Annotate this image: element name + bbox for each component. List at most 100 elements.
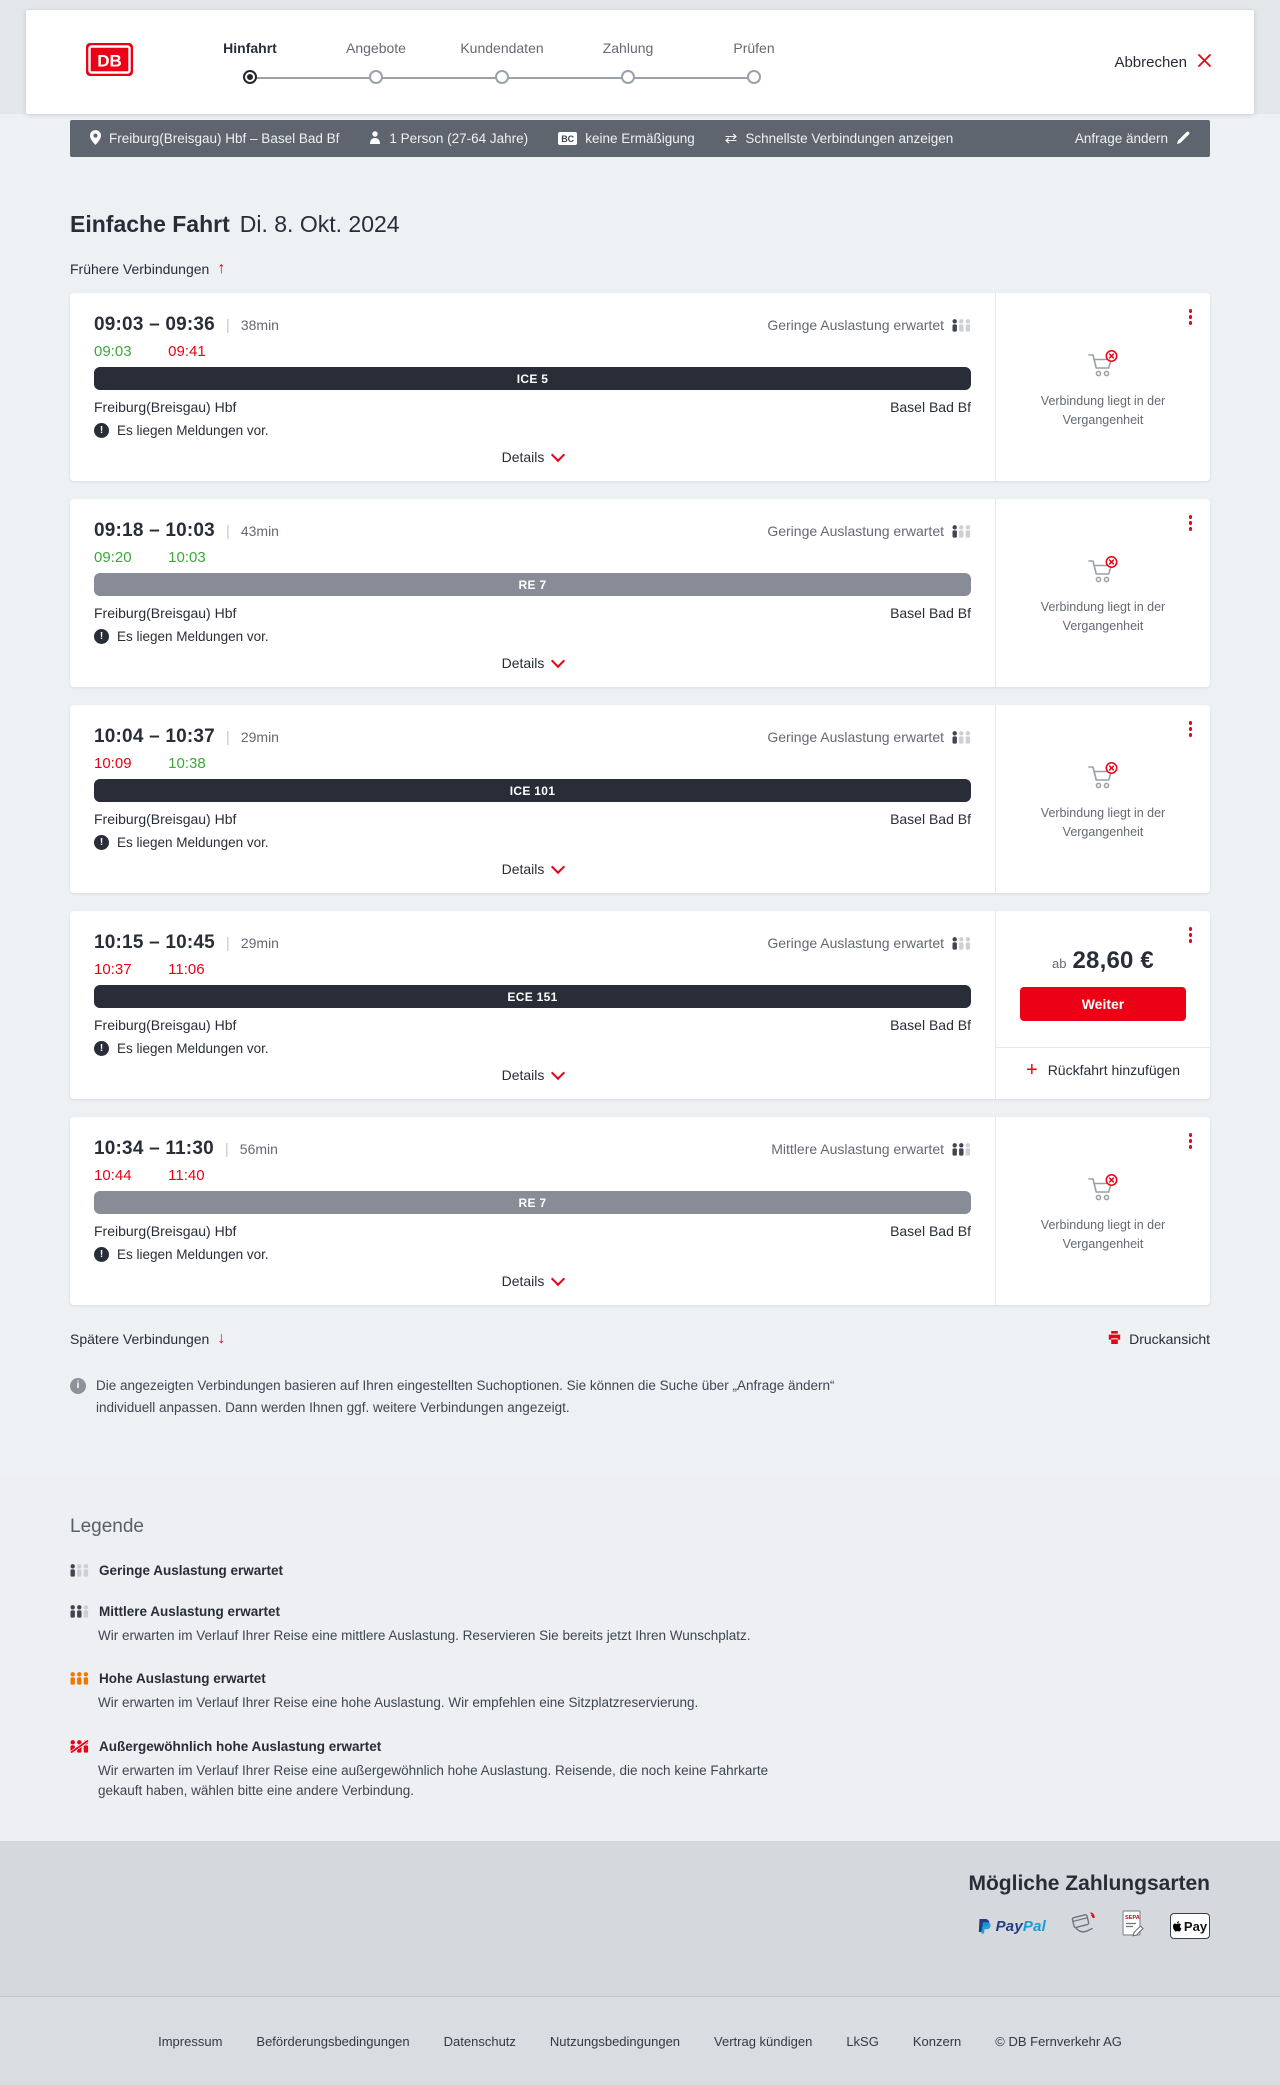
duration: 29min [240, 729, 279, 745]
legend-title: Legende [70, 1516, 144, 1538]
later-connections-link[interactable]: Spätere Verbindungen ↓ [70, 1331, 225, 1348]
divider: | [225, 729, 230, 746]
price-row: ab 28,60 € [1052, 947, 1154, 975]
chevron-down-icon [551, 1271, 566, 1286]
earlier-connections-link[interactable]: Frühere Verbindungen ↑ [70, 261, 225, 278]
payment-title: Mögliche Zahlungsarten [968, 1872, 1210, 1896]
kebab-menu-icon[interactable] [1187, 925, 1195, 945]
details-toggle[interactable]: Details [94, 1065, 971, 1083]
page-title: Einfache Fahrt Di. 8. Okt. 2024 [70, 209, 1210, 239]
actual-arrival: 11:06 [168, 961, 205, 978]
passenger-text: 1 Person (27-64 Jahre) [389, 131, 529, 146]
connection-aside: Verbindung liegt in der Vergangenheit [995, 705, 1210, 893]
past-connection-note: Verbindung liegt in der Vergangenheit [1040, 806, 1166, 839]
message-text: Es liegen Meldungen vor. [117, 1247, 269, 1262]
chevron-down-icon [551, 1065, 566, 1080]
step-dot [495, 70, 509, 84]
train-label: ICE 101 [509, 783, 556, 798]
step-hinfahrt[interactable]: Hinfahrt [187, 40, 313, 84]
details-toggle[interactable]: Details [94, 447, 971, 465]
footer-link-vertrag-kuendigen[interactable]: Vertrag kündigen [714, 2033, 813, 2049]
sort-text: Schnellste Verbindungen anzeigen [745, 131, 954, 146]
cancel-label: Abbrechen [1114, 53, 1187, 71]
details-toggle[interactable]: Details [94, 1271, 971, 1289]
kebab-menu-icon[interactable] [1187, 719, 1195, 739]
origin-station: Freiburg(Breisgau) Hbf [94, 1223, 237, 1239]
occupancy-label: Mittlere Auslastung erwartet [771, 1141, 944, 1157]
connection-main: 09:18 – 10:03 | 43min Geringe Auslastung… [70, 499, 995, 687]
discount-text: keine Ermäßigung [585, 131, 695, 146]
origin-station: Freiburg(Breisgau) Hbf [94, 605, 237, 621]
payment-methods: PayPal SEPA Pay [70, 1910, 1210, 1943]
kebab-menu-icon[interactable] [1187, 513, 1195, 533]
search-info-note: i Die angezeigten Verbindungen basieren … [70, 1375, 1210, 1474]
legend-item-description: Wir erwarten im Verlauf Ihrer Reise eine… [98, 1695, 699, 1711]
contactless-card-icon [1070, 1910, 1098, 1943]
details-toggle[interactable]: Details [94, 859, 971, 877]
step-kundendaten[interactable]: Kundendaten [439, 40, 565, 84]
occupancy-label: Geringe Auslastung erwartet [767, 317, 944, 333]
occupancy-indicator: Geringe Auslastung erwartet [767, 523, 971, 539]
details-label: Details [501, 1273, 545, 1289]
paypal-icon: PayPal [978, 1918, 1046, 1935]
add-return-button[interactable]: + Rückfahrt hinzufügen [1026, 1060, 1180, 1080]
details-label: Details [501, 1067, 545, 1083]
scheduled-times: 09:18 – 10:03 [94, 520, 215, 541]
footer-link-befoerderungsbedingungen[interactable]: Beförderungsbedingungen [256, 2033, 410, 2049]
train-label: RE 7 [518, 1195, 547, 1210]
footer-link-lksg[interactable]: LkSG [846, 2033, 879, 2049]
edit-request-label: Anfrage ändern [1074, 131, 1168, 146]
step-angebote[interactable]: Angebote [313, 40, 439, 84]
step-zahlung[interactable]: Zahlung [565, 40, 691, 84]
edit-request-button[interactable]: Anfrage ändern [1075, 131, 1190, 147]
print-view-link[interactable]: Druckansicht [1108, 1331, 1210, 1347]
footer-link-konzern[interactable]: Konzern [912, 2033, 962, 2049]
actual-arrival: 10:03 [168, 549, 206, 566]
connection-main: 09:03 – 09:36 | 38min Geringe Auslastung… [70, 293, 995, 481]
step-dot [621, 70, 635, 84]
divider [996, 1047, 1210, 1048]
continue-button[interactable]: Weiter [1020, 987, 1186, 1021]
train-label: RE 7 [518, 577, 547, 592]
legend-item-label: Mittlere Auslastung erwartet [99, 1604, 281, 1620]
message-row: ! Es liegen Meldungen vor. [94, 1041, 971, 1056]
kebab-menu-icon[interactable] [1187, 307, 1195, 327]
discount-summary: BC keine Ermäßigung [558, 131, 695, 146]
footer-link-datenschutz[interactable]: Datenschutz [443, 2033, 516, 2049]
paypal-word-1: Pay [995, 1917, 1023, 1935]
divider: | [225, 523, 230, 540]
duration: 38min [240, 317, 279, 333]
footer-link-impressum[interactable]: Impressum [158, 2033, 223, 2049]
legend-item-medium: Mittlere Auslastung erwartet [70, 1603, 1210, 1620]
progress-steps: Hinfahrt Angebote Kundendaten Zahlung Pr… [187, 40, 817, 84]
message-text: Es liegen Meldungen vor. [117, 423, 269, 438]
occupancy-indicator: Geringe Auslastung erwartet [767, 935, 971, 951]
occupancy-indicator: Mittlere Auslastung erwartet [771, 1141, 971, 1157]
step-label: Angebote [346, 40, 406, 56]
payment-section: Mögliche Zahlungsarten PayPal SEPA Pay [0, 1841, 1280, 1997]
chevron-down-icon [551, 653, 566, 668]
alert-icon: ! [94, 835, 109, 850]
apple-pay-icon: Pay [1170, 1913, 1210, 1940]
add-return-label: Rückfahrt hinzufügen [1047, 1062, 1180, 1078]
occupancy-medium-icon [70, 1605, 89, 1618]
kebab-menu-icon[interactable] [1187, 1131, 1195, 1151]
map-pin-icon [90, 129, 101, 148]
connection-main: 10:34 – 11:30 | 56min Mittlere Auslastun… [70, 1117, 995, 1305]
details-label: Details [501, 449, 545, 465]
cancel-button[interactable]: Abbrechen [1114, 53, 1212, 72]
train-segment-bar: ICE 101 [94, 779, 971, 802]
step-pruefen[interactable]: Prüfen [691, 40, 817, 84]
details-toggle[interactable]: Details [94, 653, 971, 671]
sort-summary: ⇄ Schnellste Verbindungen anzeigen [725, 131, 954, 146]
actual-departure: 10:37 [94, 961, 132, 978]
destination-station: Basel Bad Bf [890, 1223, 971, 1239]
db-logo: DB [86, 43, 133, 81]
footer-link-nutzungsbedingungen[interactable]: Nutzungsbedingungen [549, 2033, 681, 2049]
svg-text:SEPA: SEPA [1125, 1915, 1140, 1921]
actual-departure: 09:03 [94, 343, 132, 360]
occupancy-label: Geringe Auslastung erwartet [767, 523, 944, 539]
info-icon: i [70, 1378, 86, 1394]
scheduled-times: 10:15 – 10:45 [94, 932, 215, 953]
legend-item-label: Geringe Auslastung erwartet [99, 1563, 284, 1579]
